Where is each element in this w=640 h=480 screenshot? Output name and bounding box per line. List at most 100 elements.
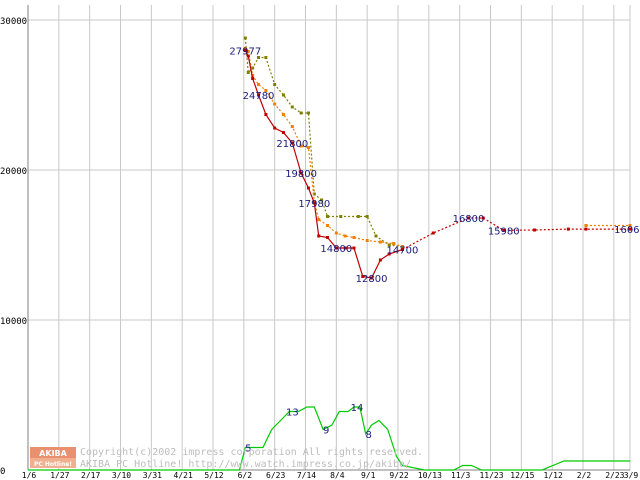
price-data-label: 14800 <box>320 244 352 255</box>
series-point <box>290 105 294 109</box>
series-point <box>273 126 277 130</box>
series-point <box>431 231 435 235</box>
series-point <box>243 48 247 52</box>
series-point <box>257 56 261 59</box>
series-point <box>361 275 365 278</box>
series-point <box>317 218 321 221</box>
series-point <box>628 224 632 227</box>
series-point <box>320 198 324 202</box>
series-line <box>402 217 630 251</box>
series-point <box>299 111 303 115</box>
x-tick-label: 3/10 <box>112 471 131 480</box>
series-point <box>339 215 343 218</box>
series-point <box>312 201 316 205</box>
series-point <box>306 146 310 149</box>
count-data-label: 13 <box>286 408 299 419</box>
x-tick-label: 10/13 <box>418 471 442 480</box>
series-point <box>365 215 369 218</box>
series-point <box>392 242 396 245</box>
series-point <box>356 215 360 218</box>
price-data-label: 15980 <box>488 226 520 237</box>
series-point <box>400 245 404 248</box>
series-point <box>317 234 321 238</box>
series-point <box>326 236 330 239</box>
x-tick-label: 1/27 <box>50 471 69 480</box>
series-point <box>257 83 261 86</box>
series-point <box>378 258 382 262</box>
price-data-label: 12800 <box>356 274 388 285</box>
price-data-label: 21800 <box>276 139 308 150</box>
series-point <box>365 239 369 242</box>
x-tick-label: 3/31 <box>143 471 162 480</box>
y-tick-label: 20000 <box>0 167 27 177</box>
x-tick-label: 5/12 <box>204 471 223 480</box>
series-point <box>290 125 294 128</box>
series-point <box>246 54 250 58</box>
x-tick-label: 9/1 <box>361 471 376 480</box>
series-point <box>343 234 347 238</box>
series-point <box>299 144 303 148</box>
series-point <box>466 216 470 220</box>
series-point <box>326 215 330 218</box>
price-data-label: 19800 <box>285 169 317 180</box>
series-line <box>244 37 403 248</box>
x-tick-label: 9/22 <box>389 471 408 480</box>
series-point <box>281 93 285 97</box>
series-point <box>334 231 338 235</box>
x-tick-label: 8/4 <box>330 471 345 480</box>
logo-bottom-text: PC Hotline! <box>34 461 72 468</box>
x-tick-label: 6/23 <box>266 471 285 480</box>
series-point <box>352 246 356 250</box>
price-data-label: 17980 <box>298 199 330 210</box>
x-tick-label: 6/2 <box>238 471 253 480</box>
x-tick-label: 3/9 <box>624 471 639 480</box>
series-point <box>387 252 391 256</box>
y-tick-label: 0 <box>0 467 5 477</box>
series-point <box>299 171 303 175</box>
price-data-label: 24780 <box>243 91 275 102</box>
series-point <box>481 216 485 220</box>
series-point <box>264 113 268 116</box>
y-tick-label: 10000 <box>0 317 27 327</box>
data-labels: 27977 24780 21800 19800 17980 14800 12800 14700… <box>229 46 640 454</box>
series-point <box>281 131 285 134</box>
series-point <box>378 240 382 244</box>
price-data-label: 27977 <box>229 46 261 57</box>
copyright-line-1: Copyright(c)2002 impress corporation All… <box>80 447 423 458</box>
series-point <box>243 47 247 50</box>
series-point <box>246 50 250 53</box>
x-tick-label: 11/23 <box>479 471 503 480</box>
series-point <box>584 227 588 231</box>
series-line <box>28 406 630 471</box>
price-data-label: 16800 <box>453 214 485 225</box>
price-data-label: 16060 <box>614 225 640 236</box>
series-point <box>264 89 268 92</box>
series-point <box>352 236 356 239</box>
series-point <box>290 141 294 145</box>
series-point <box>584 224 588 227</box>
count-data-label: 8 <box>366 430 372 441</box>
count-data-label: 9 <box>323 426 329 437</box>
x-tick-label: 2/2 <box>577 471 592 480</box>
series-point <box>306 111 310 115</box>
axes: 1/6 1/27 2/17 3/10 3/31 4/21 5/12 6/2 6/23 7/14 8/… <box>0 5 638 480</box>
x-tick-label: 1/6 <box>22 471 37 480</box>
series-point <box>343 246 347 250</box>
series-point <box>246 71 250 74</box>
x-tick-label: 2/17 <box>81 471 100 480</box>
x-tick-label: 1/12 <box>544 471 563 480</box>
series-point <box>281 113 285 116</box>
series-point <box>502 228 506 232</box>
series-point <box>273 83 277 86</box>
copyright-line-2: AKIBA PC Hotline! http://www.watch.impre… <box>80 459 411 470</box>
x-tick-label: 12/15 <box>510 471 534 480</box>
series-point <box>273 102 277 106</box>
series-point <box>251 66 255 70</box>
series-point <box>628 227 632 231</box>
x-tick-label: 2/23 <box>605 471 624 480</box>
series-point <box>306 186 310 190</box>
series-point <box>312 192 316 196</box>
series-point <box>400 248 404 251</box>
price-data-label: 14700 <box>387 246 419 257</box>
